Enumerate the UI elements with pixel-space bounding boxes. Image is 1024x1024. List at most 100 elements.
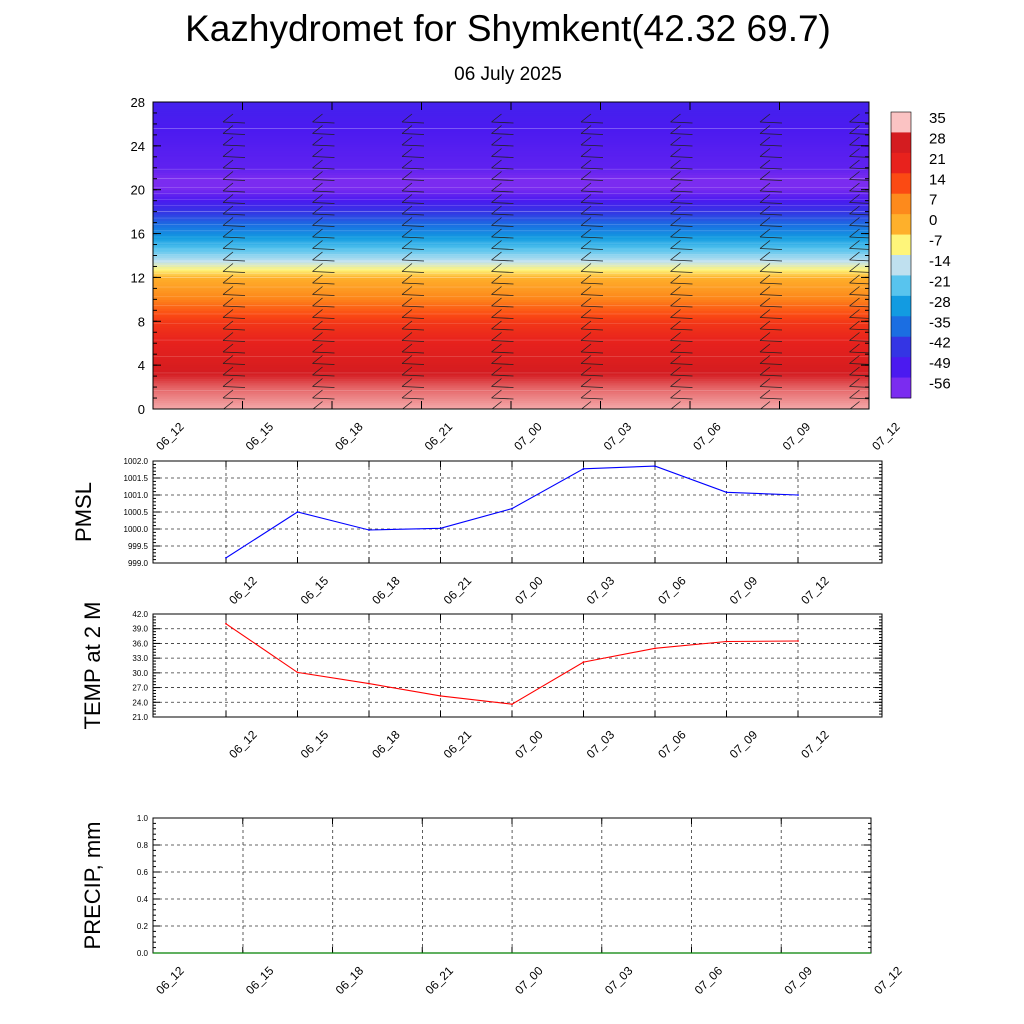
temperature-band <box>153 323 869 327</box>
wind-barb-feather <box>222 386 246 388</box>
temperature-band <box>153 126 869 129</box>
wind-barb-feather <box>312 294 335 296</box>
x-tick-label: 06_18 <box>369 573 403 607</box>
temperature-band <box>153 387 869 390</box>
temperature-band <box>153 169 869 173</box>
temperature-band <box>153 163 869 167</box>
wind-barb <box>312 171 323 180</box>
wind-barb <box>312 343 323 353</box>
wind-barb-feather <box>222 328 246 331</box>
wind-barb <box>580 320 592 330</box>
wind-barb <box>849 355 860 364</box>
colorbar-swatch <box>891 132 911 154</box>
wind-barb <box>401 389 413 399</box>
wind-barb <box>312 136 323 146</box>
wind-barb <box>312 113 323 123</box>
colorbar-label: -49 <box>929 355 951 372</box>
data-point <box>511 703 513 706</box>
wind-barb <box>759 389 771 399</box>
wind-barb <box>670 274 681 284</box>
wind-barb-feather <box>222 248 246 250</box>
wind-barb-feather <box>670 271 693 273</box>
wind-barb-feather <box>939 168 961 169</box>
wind-barb-feather <box>670 397 693 400</box>
wind-barb-feather <box>849 202 869 204</box>
wind-barb-feather <box>222 317 246 319</box>
data-point <box>439 695 442 697</box>
wind-barb <box>401 228 413 238</box>
x-tick-label: 07_09 <box>727 727 761 761</box>
wind-barb-feather <box>849 190 869 193</box>
wind-barb-feather <box>491 202 514 204</box>
wind-barb-feather <box>759 225 783 227</box>
temperature-band <box>153 112 869 116</box>
temperature-band <box>153 398 869 401</box>
wind-barb-feather <box>491 179 514 181</box>
wind-barb-feather <box>759 294 783 296</box>
temperature-band <box>153 231 869 235</box>
temperature-band <box>153 338 869 342</box>
temperature-band <box>153 141 869 145</box>
wind-barb-feather <box>491 351 514 354</box>
x-tick-label: 06_15 <box>243 419 277 453</box>
wind-barb <box>759 148 771 157</box>
wind-barb <box>849 366 860 376</box>
wind-barb-feather <box>491 225 514 227</box>
wind-barb <box>759 205 771 215</box>
temperature-band <box>153 321 869 325</box>
colorbar-frame <box>890 111 912 399</box>
temperature-band <box>153 294 869 298</box>
wind-barb-feather <box>849 340 869 342</box>
x-tick-label: 07_03 <box>584 727 618 761</box>
wind-barb <box>491 182 502 192</box>
wind-barb <box>312 297 323 307</box>
wind-barb-feather <box>759 190 783 193</box>
wind-barb-feather <box>401 294 425 296</box>
wind-barb <box>849 194 860 203</box>
wind-barb-feather <box>580 202 604 204</box>
wind-barb <box>939 206 949 214</box>
wind-barb-feather <box>580 294 604 296</box>
wind-barb <box>670 240 681 249</box>
wind-barb-feather <box>580 225 604 227</box>
wind-barb-feather <box>401 259 425 262</box>
wind-barb-feather <box>849 397 869 400</box>
data-point <box>368 529 370 531</box>
wind-barb-feather <box>491 363 514 365</box>
wind-barb <box>401 309 413 318</box>
wind-barb <box>312 148 323 157</box>
wind-barb <box>670 309 681 318</box>
colorbar-label: 35 <box>929 110 946 127</box>
temperature-band <box>153 367 869 371</box>
wind-barb <box>580 274 592 284</box>
wind-barb <box>759 217 771 226</box>
y-tick-label: 8 <box>138 314 145 329</box>
wind-barb <box>759 366 771 376</box>
wind-barb-feather <box>401 317 425 319</box>
wind-barb <box>312 251 323 261</box>
wind-barb-feather <box>401 144 425 147</box>
y-tick-label: 4 <box>138 358 145 373</box>
wind-barb <box>401 297 413 307</box>
temperature-band <box>153 360 869 364</box>
wind-barb <box>580 217 592 226</box>
wind-barb-feather <box>670 351 693 354</box>
wind-barb-feather <box>401 190 425 193</box>
wind-barb <box>580 251 592 261</box>
wind-barb <box>222 274 234 284</box>
x-tick-label: 07_00 <box>511 419 545 453</box>
wind-barb <box>759 194 771 203</box>
wind-barb-feather <box>222 236 246 239</box>
wind-barb-feather <box>312 156 335 158</box>
temperature-band <box>153 341 869 344</box>
wind-barb-feather <box>222 121 246 124</box>
wind-barb <box>759 251 771 261</box>
x-tick-label: 07_09 <box>781 963 815 997</box>
temperature-band <box>153 308 869 311</box>
wind-barb-feather <box>401 156 425 158</box>
wind-barb-feather <box>312 190 335 193</box>
y-tick-label: 20 <box>131 183 145 198</box>
wind-barb <box>401 332 413 341</box>
temperature-band <box>153 319 869 322</box>
x-tick-label: 07_03 <box>601 419 635 453</box>
